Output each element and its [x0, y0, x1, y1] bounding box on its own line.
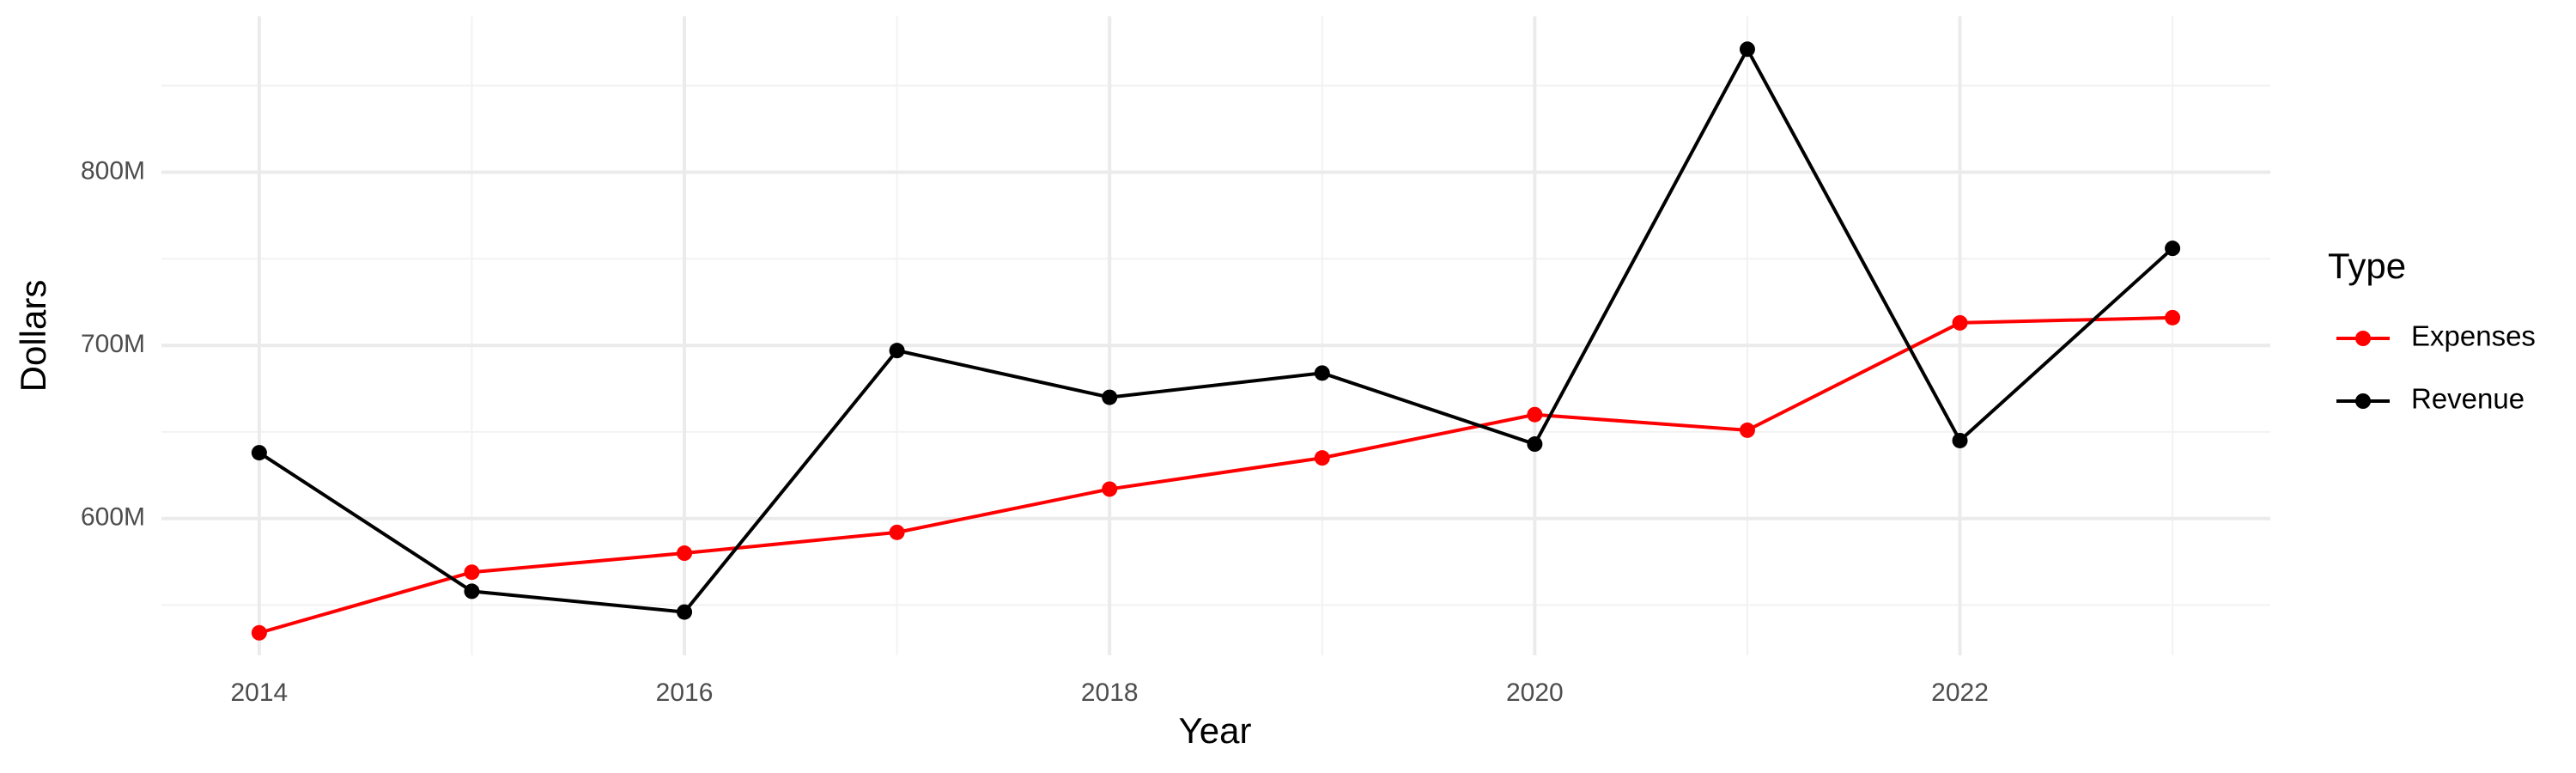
- point: [1527, 406, 1543, 423]
- point: [1527, 436, 1543, 453]
- x-tick-label: 2014: [231, 679, 289, 707]
- point: [251, 624, 267, 641]
- y-tick-label: 700M: [81, 330, 145, 358]
- point: [677, 545, 693, 562]
- legend-title: Type: [2328, 246, 2406, 286]
- point: [1102, 481, 1118, 497]
- point: [889, 524, 905, 540]
- point: [2165, 309, 2181, 326]
- point: [1952, 432, 1968, 448]
- x-tick-label: 2016: [656, 679, 714, 707]
- point: [1102, 389, 1118, 405]
- point: [464, 583, 480, 600]
- point: [1314, 450, 1330, 466]
- point: [1739, 422, 1755, 438]
- point: [2165, 240, 2181, 257]
- x-tick-label: 2020: [1506, 679, 1564, 707]
- point: [1952, 314, 1968, 331]
- line: [258, 315, 2173, 635]
- legend-key-point: [2355, 331, 2371, 346]
- y-tick-label: 600M: [81, 503, 145, 532]
- line: [258, 46, 2174, 614]
- legend-key-point: [2355, 393, 2371, 409]
- x-axis-title: Year: [1179, 710, 1252, 751]
- legend-label: Revenue: [2411, 383, 2524, 415]
- x-tick-label: 2022: [1931, 679, 1989, 707]
- y-axis-title: Dollars: [13, 280, 53, 393]
- point: [1314, 365, 1330, 381]
- legend-label: Expenses: [2411, 320, 2536, 352]
- x-tick-label: 2018: [1081, 679, 1139, 707]
- point: [251, 445, 267, 461]
- point: [889, 343, 905, 359]
- point: [464, 564, 480, 581]
- y-tick-label: 800M: [81, 156, 145, 185]
- point: [677, 604, 693, 620]
- point: [1739, 41, 1755, 58]
